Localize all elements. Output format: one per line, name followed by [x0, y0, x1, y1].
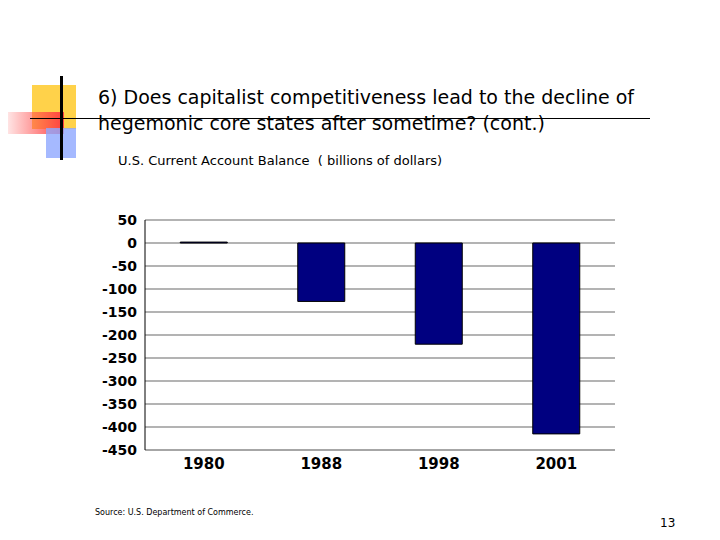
svg-text:1980: 1980	[183, 455, 225, 473]
svg-text:50: 50	[118, 212, 138, 228]
html-text:U.S. Current Account Balance (: U.S. Current Account Balance ( billions …	[118, 153, 443, 168]
html-text:6) Does capitalist competitive: 6) Does capitalist competitiveness lead …	[98, 86, 635, 134]
svg-text:-50: -50	[112, 258, 138, 274]
svg-text:-350: -350	[102, 396, 137, 412]
svg-text:1998: 1998	[418, 455, 460, 473]
svg-text:-450: -450	[102, 442, 137, 458]
svg-text:0: 0	[127, 235, 137, 251]
svg-text:1988: 1988	[300, 455, 342, 473]
svg-text:2001: 2001	[535, 455, 577, 473]
svg-text:-300: -300	[102, 373, 137, 389]
html-text:Source: U.S. Department of Com: Source: U.S. Department of Commerce.	[95, 508, 254, 517]
svg-text:-400: -400	[102, 419, 137, 435]
svg-text:-100: -100	[102, 281, 137, 297]
svg-text:-150: -150	[102, 304, 137, 320]
svg-text:-250: -250	[102, 350, 137, 366]
svg-text:-200: -200	[102, 327, 137, 343]
html-text:13: 13	[660, 516, 676, 530]
